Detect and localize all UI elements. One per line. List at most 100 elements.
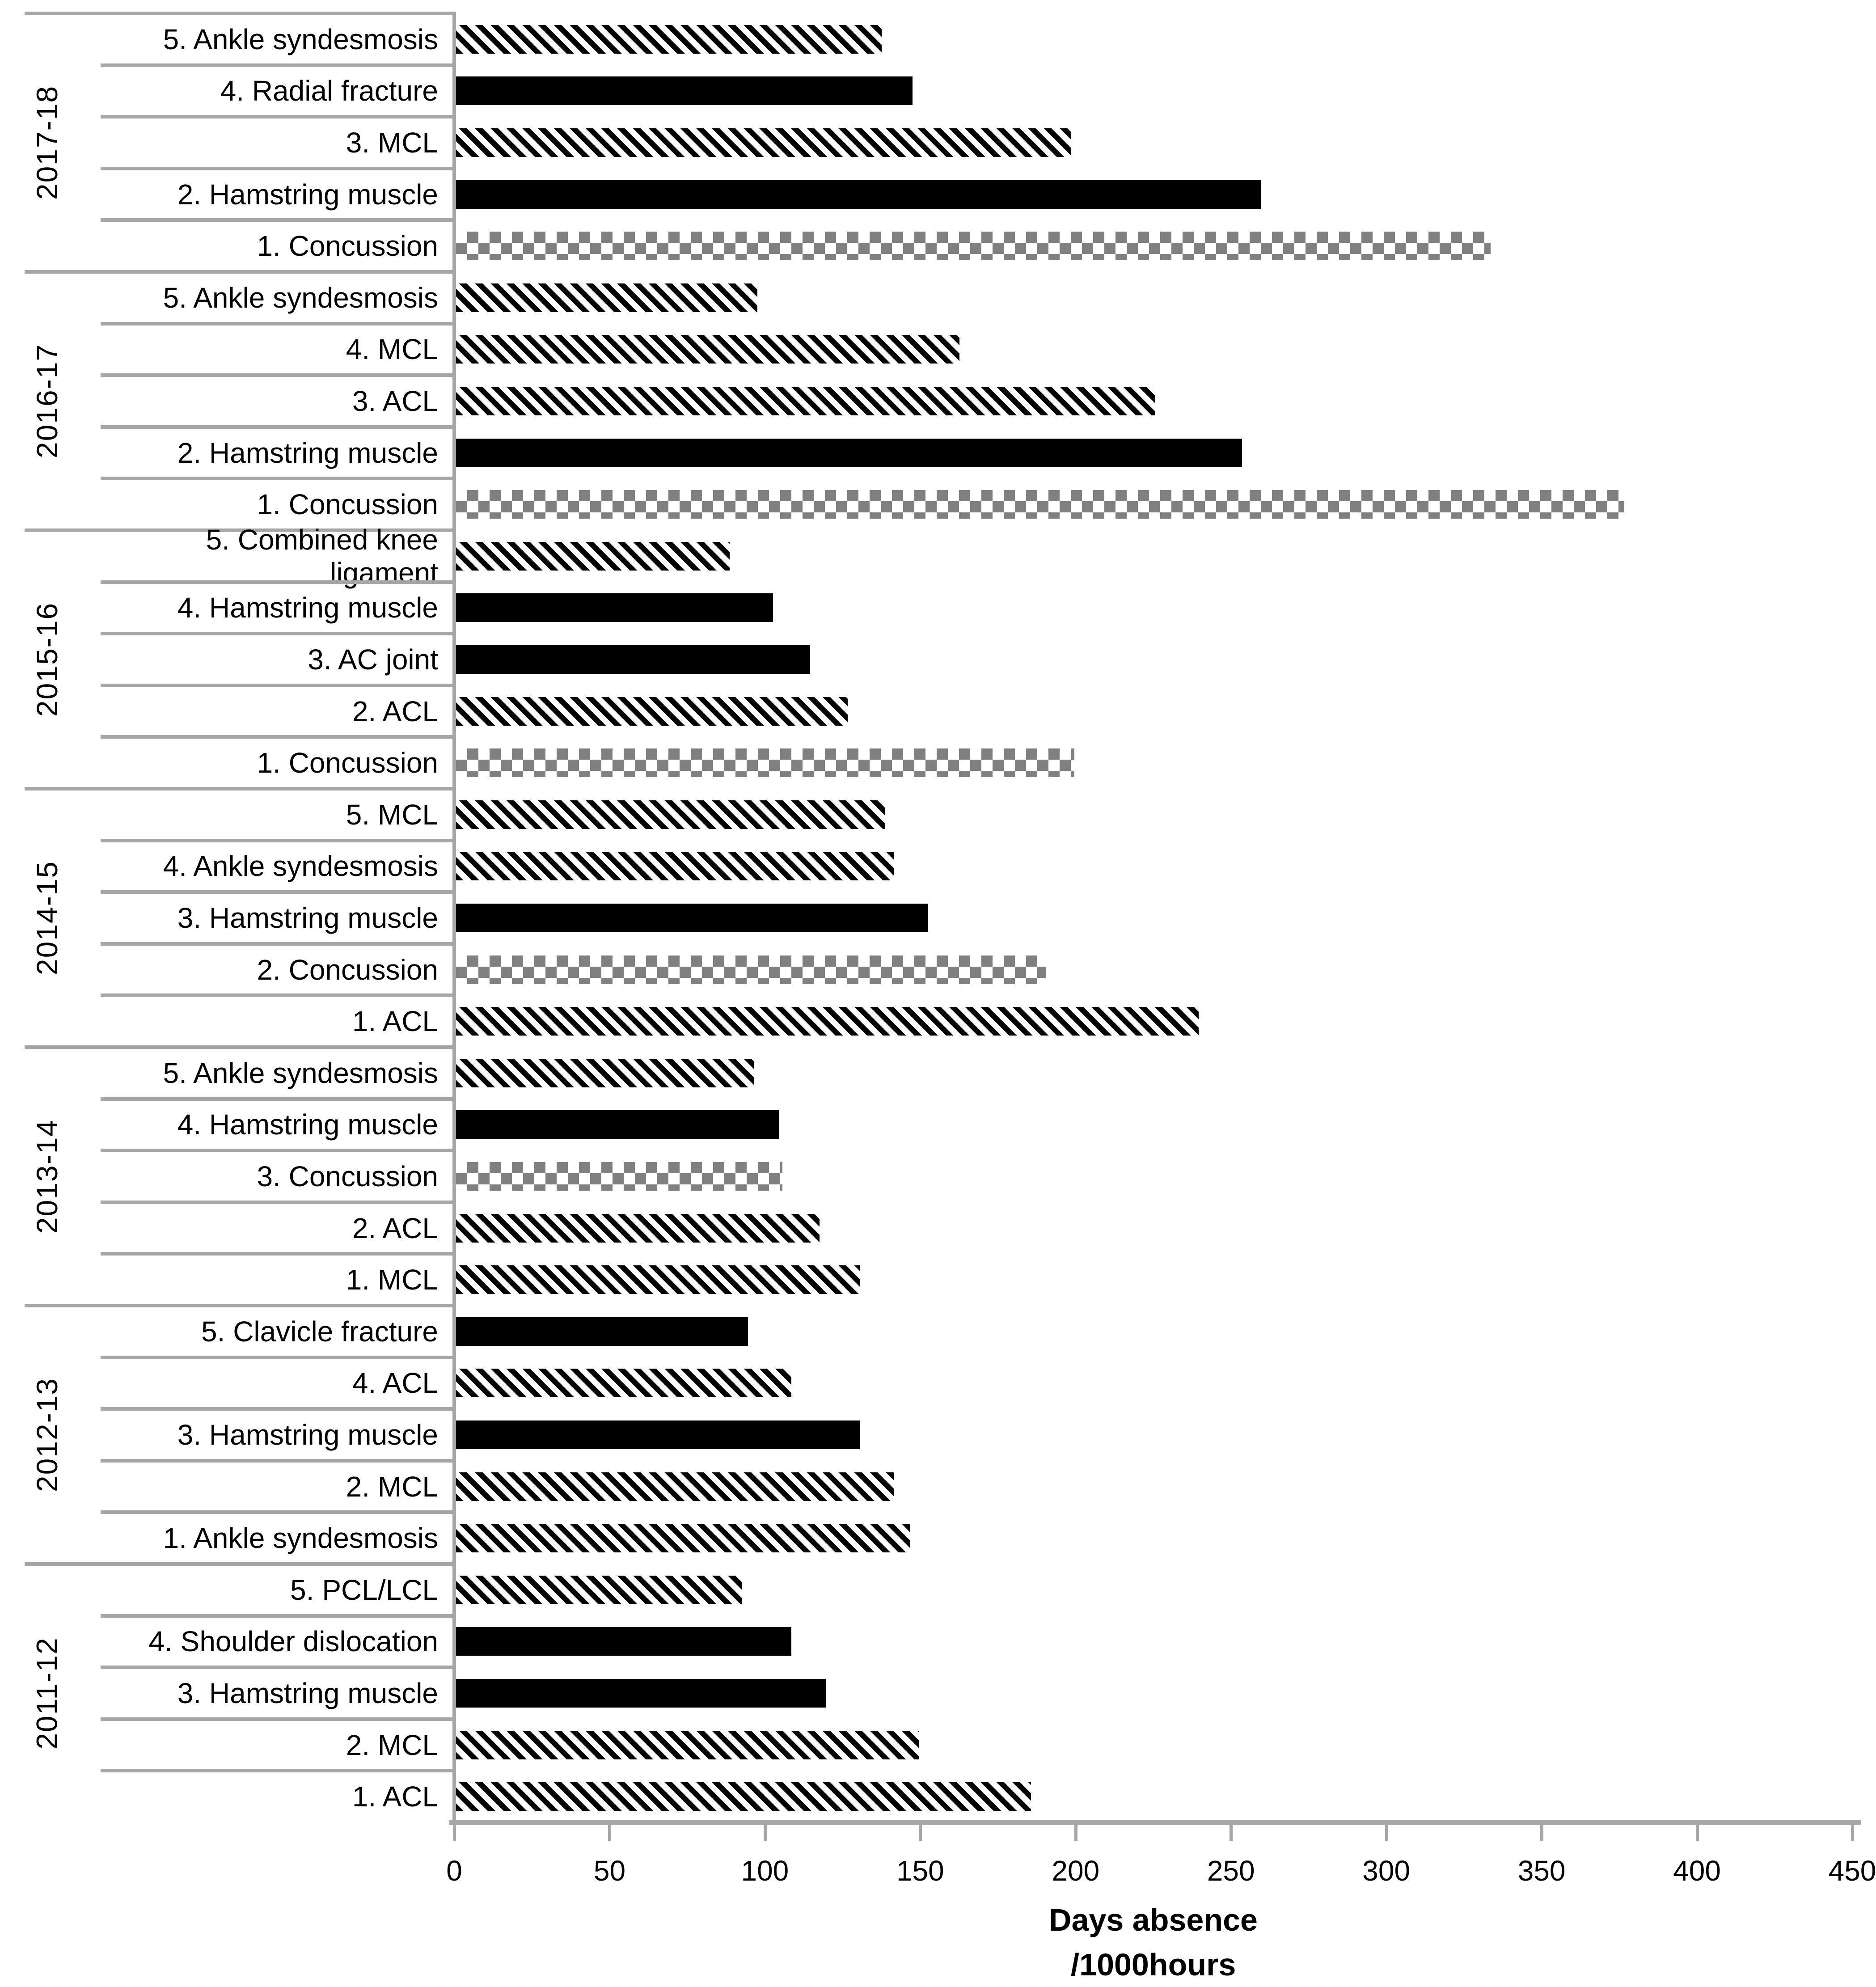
season-label-text: 2017-18 bbox=[30, 85, 63, 200]
x-axis-tick-label: 300 bbox=[1362, 1855, 1411, 1887]
row-separator-line bbox=[101, 735, 456, 739]
x-axis-line bbox=[449, 1820, 1861, 1825]
bar-solid bbox=[456, 1679, 826, 1708]
bar-diagonal bbox=[456, 335, 959, 364]
row-separator-line bbox=[101, 1407, 456, 1411]
x-axis-tick bbox=[1230, 1825, 1233, 1841]
season-label-text: 2011-12 bbox=[30, 1637, 64, 1750]
category-label: 5. Ankle syndesmosis bbox=[163, 23, 438, 55]
category-label: 1. MCL bbox=[346, 1264, 438, 1296]
bar-diagonal bbox=[456, 283, 758, 312]
season-label-2016-17: 2016-17 bbox=[7, 272, 87, 530]
row-separator-line bbox=[101, 477, 456, 481]
category-label: 3. ACL bbox=[352, 385, 438, 417]
category-label: 5. PCL/LCL bbox=[290, 1573, 438, 1606]
bar-diagonal bbox=[456, 128, 1071, 157]
x-axis-tick-label: 450 bbox=[1828, 1855, 1876, 1887]
x-axis-tick bbox=[763, 1825, 767, 1841]
bar-diagonal bbox=[456, 800, 885, 829]
bar-solid bbox=[456, 593, 773, 622]
x-axis-tick bbox=[608, 1825, 612, 1841]
row-separator-line bbox=[101, 942, 456, 946]
bar-diagonal bbox=[456, 1369, 792, 1398]
x-axis-title-line1: Days absence bbox=[1049, 1902, 1258, 1937]
row-separator-line bbox=[101, 838, 456, 842]
x-axis-tick bbox=[453, 1825, 456, 1841]
row-separator-line bbox=[101, 683, 456, 687]
season-separator-line bbox=[25, 12, 456, 15]
bar-diagonal bbox=[456, 1524, 910, 1553]
category-label: 1. Concussion bbox=[257, 230, 438, 262]
bar-checker bbox=[456, 232, 1491, 261]
category-label: 5. Ankle syndesmosis bbox=[163, 1057, 438, 1089]
category-label: 3. Hamstring muscle bbox=[177, 1677, 438, 1709]
category-label: 4. Hamstring muscle bbox=[177, 1108, 438, 1141]
row-separator-line bbox=[101, 321, 456, 326]
bar-solid bbox=[456, 1110, 779, 1139]
row-separator-line bbox=[101, 1666, 456, 1670]
category-label: 2. ACL bbox=[352, 1212, 438, 1244]
bar-diagonal bbox=[456, 1058, 755, 1087]
category-label: 2. Concussion bbox=[257, 953, 438, 986]
row-separator-line bbox=[101, 218, 456, 222]
row-separator-line bbox=[101, 1097, 456, 1101]
season-separator-line bbox=[25, 1562, 456, 1566]
season-label-text: 2015-16 bbox=[30, 602, 63, 717]
x-axis-tick-label: 200 bbox=[1052, 1855, 1100, 1887]
category-label: 4. Hamstring muscle bbox=[177, 592, 438, 624]
row-separator-line bbox=[101, 1252, 456, 1256]
season-label-text: 2013-14 bbox=[30, 1119, 63, 1234]
bar-solid bbox=[456, 180, 1261, 209]
x-axis-tick-label: 400 bbox=[1673, 1855, 1721, 1887]
bar-solid bbox=[456, 438, 1242, 467]
season-label-2017-18: 2017-18 bbox=[7, 13, 87, 272]
row-separator-line bbox=[101, 1769, 456, 1773]
season-separator-line bbox=[25, 1045, 456, 1049]
row-separator-line bbox=[101, 425, 456, 429]
category-label: 5. Clavicle fracture bbox=[201, 1315, 438, 1348]
bar-diagonal bbox=[456, 387, 1155, 415]
season-separator-line bbox=[25, 528, 456, 532]
bar-diagonal bbox=[456, 1472, 894, 1501]
row-separator-line bbox=[101, 994, 456, 998]
category-label: 5. MCL bbox=[346, 798, 438, 831]
row-separator-line bbox=[101, 1149, 456, 1153]
bar-diagonal bbox=[456, 1575, 742, 1604]
season-label-text: 2014-15 bbox=[30, 860, 63, 976]
bar-solid bbox=[456, 1317, 748, 1346]
x-axis-tick bbox=[1851, 1825, 1854, 1841]
category-label: 5. Ankle syndesmosis bbox=[163, 281, 438, 314]
bar-diagonal bbox=[456, 1265, 860, 1294]
bar-diagonal bbox=[456, 541, 730, 571]
x-axis-title-line2: /1000hours bbox=[1070, 1947, 1236, 1982]
category-label: 1. ACL bbox=[352, 1005, 438, 1038]
bar-diagonal bbox=[456, 852, 894, 881]
bar-solid bbox=[456, 1420, 860, 1449]
season-label-2012-13: 2012-13 bbox=[7, 1306, 87, 1564]
bar-diagonal bbox=[456, 1213, 820, 1243]
row-separator-line bbox=[101, 632, 456, 636]
x-axis-tick-label: 150 bbox=[896, 1855, 944, 1887]
x-axis-tick-label: 0 bbox=[446, 1855, 462, 1887]
y-axis-line bbox=[452, 12, 456, 1824]
category-label: 3. Hamstring muscle bbox=[177, 1418, 438, 1451]
bar-checker bbox=[456, 490, 1624, 519]
season-label-text: 2016-17 bbox=[30, 343, 63, 459]
category-label: 1. Concussion bbox=[257, 488, 438, 521]
season-separator-line bbox=[25, 1304, 456, 1307]
category-label: 4. Shoulder dislocation bbox=[148, 1625, 438, 1658]
category-label: 3. Hamstring muscle bbox=[177, 901, 438, 934]
row-separator-line bbox=[101, 115, 456, 119]
x-axis-tick-label: 100 bbox=[741, 1855, 789, 1887]
season-separator-line bbox=[25, 787, 456, 791]
x-axis-tick bbox=[1695, 1825, 1699, 1841]
season-label-2014-15: 2014-15 bbox=[7, 789, 87, 1047]
x-axis-tick-label: 50 bbox=[593, 1855, 626, 1887]
bar-diagonal bbox=[456, 1782, 1031, 1811]
x-axis-tick bbox=[1074, 1825, 1077, 1841]
row-separator-line bbox=[101, 580, 456, 584]
row-separator-line bbox=[101, 890, 456, 894]
season-label-text: 2012-13 bbox=[30, 1377, 63, 1492]
bar-diagonal bbox=[456, 1007, 1199, 1036]
